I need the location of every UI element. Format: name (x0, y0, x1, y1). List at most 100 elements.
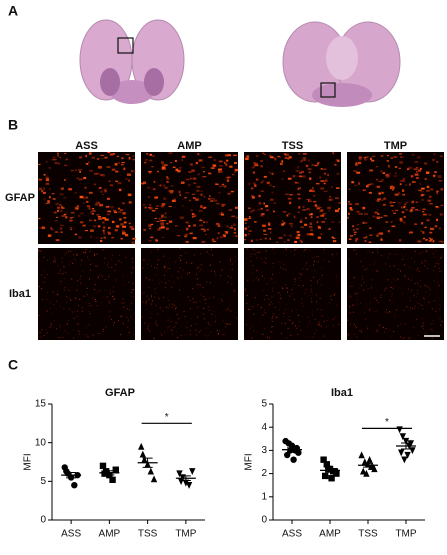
y-tick-label: 10 (35, 437, 47, 448)
signal-speck (377, 302, 379, 304)
signal-speck (296, 327, 297, 329)
signal-speck (226, 309, 228, 311)
signal-speck (220, 213, 225, 216)
signal-speck (327, 206, 331, 210)
signal-speck (422, 213, 427, 216)
signal-speck (423, 299, 425, 300)
signal-speck (318, 324, 320, 326)
signal-speck (69, 217, 73, 219)
signal-speck (366, 336, 368, 338)
signal-speck (414, 283, 416, 285)
signal-speck (427, 286, 429, 288)
signal-speck (430, 238, 433, 241)
signal-speck (269, 237, 272, 240)
signal-speck (45, 176, 49, 179)
signal-speck (368, 191, 372, 194)
signal-speck (305, 288, 307, 290)
signal-speck (164, 216, 167, 218)
signal-speck (209, 309, 211, 311)
signal-speck (403, 206, 406, 209)
signal-speck (231, 215, 236, 218)
signal-speck (78, 215, 81, 217)
signal-speck (148, 323, 150, 325)
signal-speck (401, 206, 403, 209)
signal-speck (160, 224, 164, 226)
signal-speck (197, 173, 200, 176)
y-axis-label: MFI (23, 453, 34, 470)
signal-speck (200, 268, 202, 270)
signal-speck (433, 153, 436, 155)
signal-speck (369, 227, 372, 229)
data-point (404, 451, 411, 459)
signal-speck (97, 203, 101, 205)
signal-speck (148, 170, 152, 173)
signal-speck (166, 327, 168, 329)
signal-speck (412, 268, 414, 270)
signal-speck (77, 324, 79, 325)
sem-bar (104, 470, 115, 476)
signal-speck (368, 241, 372, 244)
signal-speck (195, 162, 199, 165)
signal-speck (111, 220, 115, 224)
signal-speck (197, 153, 200, 156)
signal-speck (369, 183, 374, 185)
signal-speck (263, 289, 265, 291)
signal-speck (219, 236, 223, 239)
signal-speck (370, 284, 372, 286)
signal-speck (130, 316, 132, 318)
signal-speck (127, 193, 132, 197)
signal-speck (434, 265, 436, 267)
signal-speck (218, 331, 220, 333)
signal-speck (402, 256, 404, 258)
signal-speck (299, 175, 302, 178)
signal-speck (254, 297, 256, 299)
signal-speck (261, 258, 263, 260)
signal-speck (425, 333, 426, 335)
signal-speck (407, 330, 409, 332)
signal-speck (91, 262, 93, 264)
signal-speck (354, 184, 358, 186)
signal-speck (200, 284, 202, 286)
signal-speck (371, 287, 372, 289)
signal-speck (288, 212, 291, 215)
signal-speck (148, 240, 152, 242)
signal-speck (61, 261, 63, 263)
signal-speck (390, 290, 392, 292)
signal-speck (245, 289, 247, 291)
signal-speck (283, 170, 286, 173)
signal-speck (254, 253, 256, 255)
signal-speck (253, 313, 255, 315)
signal-speck (262, 152, 265, 154)
signal-speck (249, 210, 253, 213)
signal-speck (132, 155, 135, 157)
signal-speck (280, 163, 283, 166)
signal-speck (351, 181, 355, 184)
signal-speck (256, 270, 258, 272)
signal-speck (38, 250, 40, 252)
signal-speck (275, 317, 277, 319)
signal-speck (289, 295, 291, 297)
signal-speck (211, 238, 215, 241)
signal-speck (315, 319, 316, 320)
signal-speck (75, 268, 76, 270)
signal-speck (166, 320, 167, 322)
signal-speck (402, 337, 404, 339)
signal-speck (89, 219, 92, 222)
signal-speck (267, 337, 268, 339)
signal-speck (223, 267, 225, 269)
signal-speck (198, 159, 203, 162)
signal-speck (196, 189, 200, 192)
signal-speck (121, 302, 123, 304)
signal-speck (362, 275, 364, 277)
signal-speck (301, 170, 304, 173)
signal-speck (106, 298, 108, 300)
signal-speck (57, 264, 58, 266)
signal-speck (103, 257, 105, 259)
signal-speck (62, 336, 64, 338)
signal-speck (358, 158, 362, 161)
brain-section (282, 21, 401, 107)
signal-speck (426, 185, 430, 189)
signal-speck (336, 187, 340, 189)
signal-speck (399, 239, 402, 242)
sem-bar (287, 447, 297, 453)
